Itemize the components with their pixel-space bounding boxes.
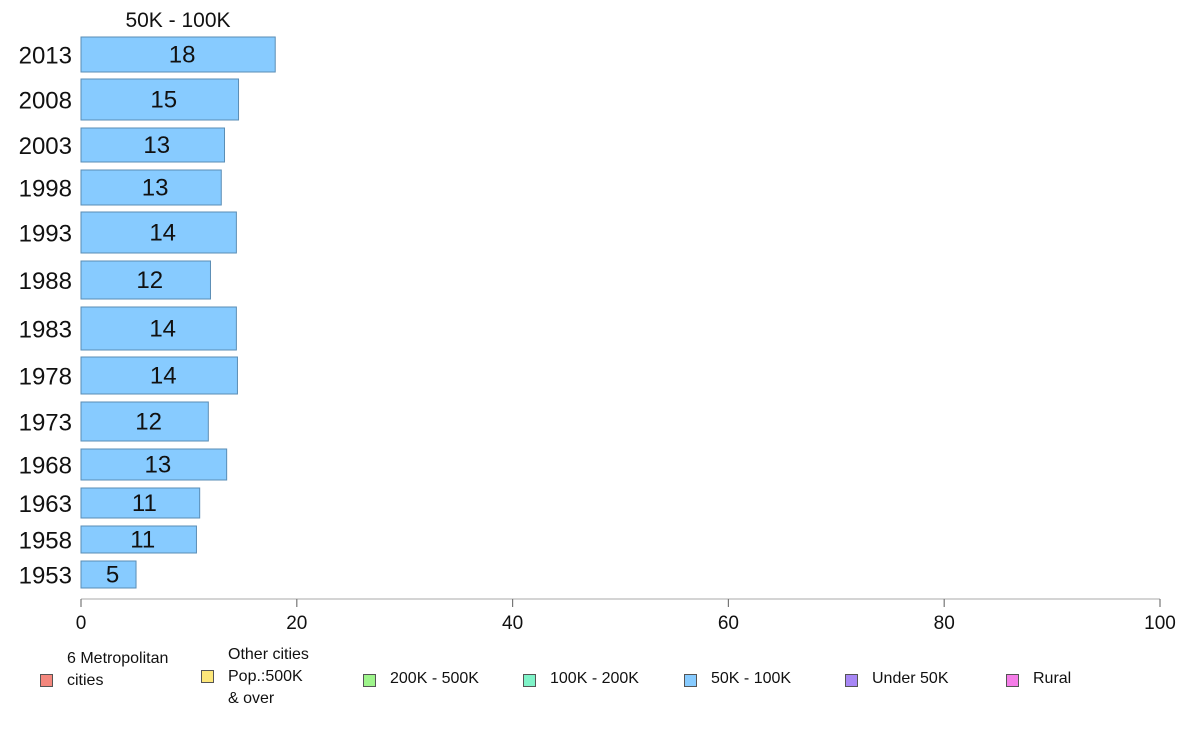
bar-1953 [80, 560, 137, 589]
x-tick-label-20: 20 [286, 613, 307, 634]
bar-value-label-2003: 13 [143, 132, 170, 159]
y-tick-label-1968: 1968 [19, 453, 72, 480]
legend-swatch [523, 674, 536, 687]
legend: 6 Metropolitan cities Other cities Pop.:5… [0, 646, 1188, 728]
bar-value-label-1983: 14 [149, 316, 176, 343]
y-tick-label-1988: 1988 [19, 268, 72, 295]
legend-label: 6 Metropolitan cities [67, 650, 169, 689]
y-tick-label-1958: 1958 [19, 528, 72, 555]
bar-1983 [80, 306, 237, 351]
bar-value-label-1953: 5 [106, 562, 119, 589]
y-tick-label-2003: 2003 [19, 133, 72, 160]
x-tick-label-100: 100 [1144, 613, 1176, 634]
y-tick-label-1978: 1978 [19, 364, 72, 391]
legend-swatch [845, 674, 858, 687]
legend-swatch [363, 674, 376, 687]
bar-value-label-2013: 18 [169, 42, 196, 69]
bar-2008 [80, 78, 240, 121]
bar-value-label-1968: 13 [144, 452, 171, 479]
bar-1963 [80, 487, 201, 519]
legend-item-5: Under 50K [845, 648, 949, 690]
legend-swatch [684, 674, 697, 687]
legend-label: Under 50K [872, 670, 949, 687]
x-axis: 0 20 40 60 80 100 [76, 598, 1176, 634]
bars: 18 2013 15 2008 13 2003 13 1998 14 1993 12 1988 14 19… [19, 36, 276, 590]
legend-item-6: Rural [1006, 648, 1071, 690]
y-tick-label-2008: 2008 [19, 88, 72, 115]
legend-item-4: 50K - 100K [684, 648, 791, 690]
bar-value-label-1958: 11 [130, 527, 155, 554]
legend-swatch [201, 670, 214, 683]
y-tick-label-1963: 1963 [19, 491, 72, 518]
bar-value-label-2008: 15 [150, 87, 177, 114]
legend-swatch [1006, 674, 1019, 687]
x-tick-label-60: 60 [718, 613, 739, 634]
bar-2013 [80, 36, 276, 73]
y-tick-label-1973: 1973 [19, 410, 72, 437]
legend-label: 100K - 200K [550, 670, 639, 687]
bar-2003 [80, 127, 226, 163]
legend-item-3: 100K - 200K [523, 648, 639, 690]
bar-value-label-1993: 14 [149, 220, 176, 247]
bar-value-label-1998: 13 [142, 175, 169, 202]
bar-1998 [80, 169, 222, 206]
x-tick-label-80: 80 [934, 613, 955, 634]
y-tick-label-2013: 2013 [19, 43, 72, 70]
bar-1988 [80, 260, 211, 300]
legend-label: 200K - 500K [390, 670, 479, 687]
bar-chart: 50K - 100K 18201315200813200313199814199… [19, 9, 1176, 634]
legend-swatch [40, 674, 53, 687]
legend-label: Rural [1033, 670, 1072, 687]
bar-1958 [80, 525, 197, 554]
y-tick-label-1953: 1953 [19, 563, 72, 590]
bar-1973 [80, 401, 209, 442]
bar-value-label-1988: 12 [136, 267, 163, 294]
bar-value-label-1963: 11 [132, 490, 157, 517]
legend-label: 50K - 100K [711, 670, 792, 687]
legend-item-0: 6 Metropolitan cities [40, 648, 168, 692]
bar-1993 [80, 211, 237, 254]
chart-title: 50K - 100K [125, 9, 230, 32]
x-tick-label-40: 40 [502, 613, 523, 634]
y-tick-label-1998: 1998 [19, 176, 72, 203]
legend-label: Other cities Pop.:500K & over [228, 646, 309, 707]
y-tick-label-1993: 1993 [19, 221, 72, 248]
bar-value-label-1973: 12 [135, 409, 162, 436]
y-tick-label-1983: 1983 [19, 317, 72, 344]
x-tick-label-0: 0 [76, 613, 87, 634]
bar-1968 [80, 448, 228, 481]
legend-item-2: 200K - 500K [363, 648, 479, 690]
bar-value-label-1978: 14 [150, 363, 177, 390]
legend-item-1: Other cities Pop.:500K & over [201, 644, 309, 710]
bar-1978 [80, 356, 238, 395]
